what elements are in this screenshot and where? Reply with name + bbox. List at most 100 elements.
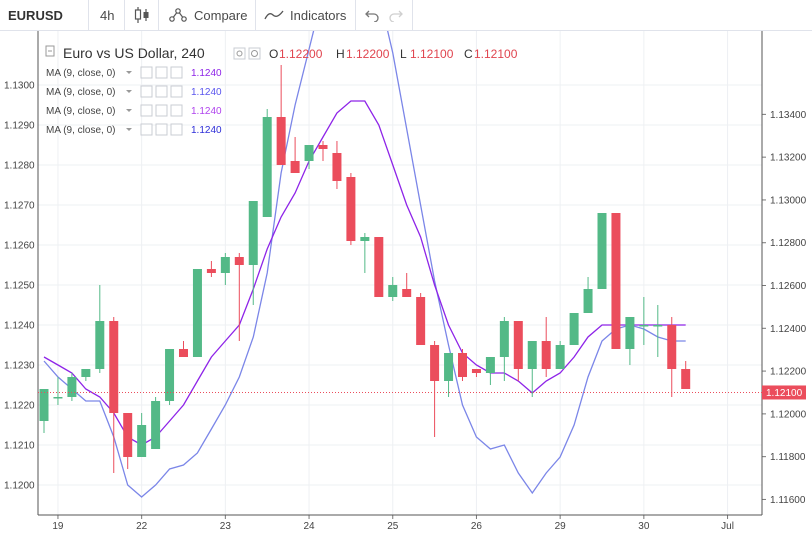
candle <box>290 137 300 173</box>
candle <box>179 341 188 357</box>
ma-legend-row[interactable]: MA (9, close, 0) 1.1240 <box>46 66 222 79</box>
candle <box>485 357 495 385</box>
gear-icon[interactable] <box>248 47 261 60</box>
x-tick-label: 26 <box>471 521 483 532</box>
indicators-label: Indicators <box>290 7 347 23</box>
close-icon[interactable] <box>170 104 183 117</box>
close-icon[interactable] <box>170 66 183 79</box>
gear-icon[interactable] <box>155 123 168 136</box>
candle <box>444 353 454 397</box>
candle-body <box>569 313 579 345</box>
y-tick-label: 1.1250 <box>4 281 35 292</box>
ma-value: 1.1240 <box>191 68 222 79</box>
y-tick-label: 1.12400 <box>770 324 807 335</box>
redo-button[interactable] <box>388 0 404 30</box>
candle-body <box>123 413 133 457</box>
eye-icon[interactable] <box>140 104 153 117</box>
compare-icon <box>168 6 188 24</box>
eye-icon[interactable] <box>140 66 153 79</box>
candle <box>388 277 398 301</box>
candle <box>527 341 537 397</box>
x-tick-label: 19 <box>52 521 64 532</box>
candle <box>471 369 481 377</box>
ohlc-readout: O 1.12200 H 1.12200 L 1.12100 C 1.12100 <box>269 47 518 61</box>
collapse-icon[interactable] <box>45 45 55 57</box>
candle <box>639 297 649 345</box>
y-tick-label: 1.12000 <box>770 409 807 420</box>
interval-label: 4h <box>100 7 115 23</box>
candle-body <box>444 353 454 381</box>
candle <box>39 389 49 433</box>
y-tick-label: 1.1290 <box>4 121 35 132</box>
interval-button[interactable]: 4h <box>100 0 114 30</box>
candle-body <box>304 145 314 161</box>
compare-button[interactable]: Compare <box>168 0 247 30</box>
candle-body <box>332 153 342 181</box>
candle-body <box>513 321 523 369</box>
x-tick-label: 22 <box>136 521 148 532</box>
price-chart[interactable]: 1.1300 1.1290 1.1280 1.1270 1.1260 1.1250 1.12… <box>0 31 812 535</box>
ohlc-label: L <box>400 47 407 61</box>
chevron-down-icon <box>126 71 132 74</box>
top-toolbar: EURUSD 4h Compare <box>0 0 812 31</box>
ohlc-value: 1.12100 <box>474 47 518 61</box>
candle-body <box>541 341 551 369</box>
ma-line-blue <box>43 31 686 498</box>
close-icon[interactable] <box>170 85 183 98</box>
eye-icon[interactable] <box>233 47 246 60</box>
candle <box>95 285 105 373</box>
y-tick-label: 1.13000 <box>770 195 807 206</box>
candle-body <box>248 201 258 265</box>
candle-body <box>471 369 481 373</box>
candle-body <box>179 349 188 357</box>
x-tick-label: 23 <box>220 521 232 532</box>
candle <box>67 373 77 401</box>
ma-legend-row[interactable]: MA (9, close, 0) 1.1240 <box>46 104 222 117</box>
ma-value: 1.1240 <box>191 87 222 98</box>
candle-body <box>137 425 147 457</box>
gear-icon[interactable] <box>155 104 168 117</box>
candle <box>234 253 244 341</box>
x-tick-label: 24 <box>303 521 315 532</box>
gear-icon[interactable] <box>155 66 168 79</box>
candle-body <box>388 285 398 297</box>
candle <box>569 313 579 345</box>
candle <box>681 361 691 389</box>
candle-style-button[interactable] <box>134 0 150 30</box>
symbol-button[interactable]: EURUSD <box>8 0 63 30</box>
gear-icon[interactable] <box>155 85 168 98</box>
candle-body <box>67 377 77 397</box>
undo-icon <box>364 8 380 22</box>
candle-body <box>416 297 426 345</box>
candle-body <box>583 289 593 313</box>
y-tick-label: 1.12800 <box>770 238 807 249</box>
ohlc-label: C <box>464 47 473 61</box>
ma-legend-row[interactable]: MA (9, close, 0) 1.1240 <box>46 85 222 98</box>
y-tick-label: 1.1220 <box>4 401 35 412</box>
y-tick-label: 1.13200 <box>770 153 807 164</box>
indicators-button[interactable]: Indicators <box>264 0 346 30</box>
y-tick-label: 1.1230 <box>4 361 35 372</box>
candle-body <box>402 289 412 297</box>
candle <box>583 277 593 313</box>
candle-body <box>53 397 63 399</box>
moving-averages <box>43 31 686 498</box>
ohlc-label: O <box>269 47 278 61</box>
ohlc-value: 1.12200 <box>346 47 390 61</box>
candles <box>39 65 691 473</box>
eye-icon[interactable] <box>140 85 153 98</box>
ma-legend-row[interactable]: MA (9, close, 0) 1.1240 <box>46 123 222 136</box>
undo-button[interactable] <box>364 0 380 30</box>
y-tick-label: 1.12600 <box>770 281 807 292</box>
eye-icon[interactable] <box>140 123 153 136</box>
close-icon[interactable] <box>170 123 183 136</box>
y-tick-label: 1.1210 <box>4 441 35 452</box>
compare-label: Compare <box>194 7 248 23</box>
candle-body <box>374 237 384 297</box>
x-tick-label: Jul <box>721 521 734 532</box>
candle <box>374 237 384 297</box>
candle <box>653 305 663 357</box>
y-tick-label: 1.11600 <box>770 495 806 506</box>
candle <box>555 341 565 369</box>
candle-body <box>276 117 286 165</box>
